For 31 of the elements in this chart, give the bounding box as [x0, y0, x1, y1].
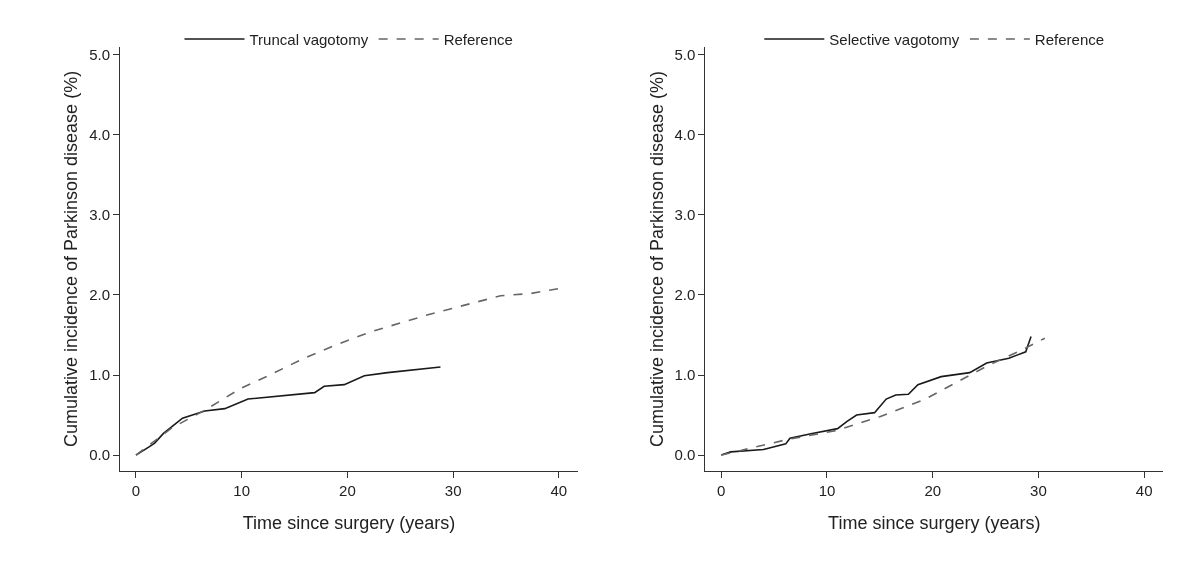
x-tick-label: 20: [339, 482, 356, 500]
line-series: [135, 287, 560, 456]
x-tick-label: 40: [1135, 482, 1153, 500]
y-tick-label: 3.0: [89, 206, 111, 224]
y-tick-label: 0.0: [674, 446, 696, 464]
x-tick-label: 0: [131, 482, 141, 500]
legend-label: Reference: [1034, 30, 1105, 48]
y-tick-label: 0.0: [89, 446, 111, 464]
y-tick-label: 2.0: [89, 286, 111, 304]
y-axis-title: Cumulative incidence of Parkinson disease (%): [646, 70, 667, 448]
x-tick-label: 30: [444, 482, 462, 500]
legend-label: Selective vagotomy: [829, 30, 960, 48]
x-tick-label: 0: [717, 482, 726, 500]
x-tick-label: 40: [550, 482, 568, 500]
legend-label: Reference: [443, 30, 513, 48]
y-tick-label: 3.0: [674, 206, 696, 224]
legend-label: Truncal vagotomy: [249, 30, 369, 48]
x-axis-title: Time since surgery (years): [828, 513, 1041, 534]
x-tick-label: 10: [818, 482, 836, 500]
y-tick-label: 5.0: [89, 46, 111, 64]
y-tick-label: 1.0: [89, 366, 111, 384]
x-tick-label: 30: [1030, 482, 1047, 500]
y-tick-label: 5.0: [674, 46, 696, 64]
x-tick-label: 20: [924, 482, 942, 500]
y-tick-label: 1.0: [674, 366, 696, 384]
x-axis-title: Time since surgery (years): [242, 513, 456, 534]
y-tick-label: 4.0: [89, 126, 111, 144]
y-tick-label: 4.0: [674, 126, 696, 144]
y-axis-title: Cumulative incidence of Parkinson disease (%): [61, 70, 82, 448]
y-tick-label: 2.0: [674, 286, 696, 304]
x-tick-label: 10: [233, 482, 251, 500]
